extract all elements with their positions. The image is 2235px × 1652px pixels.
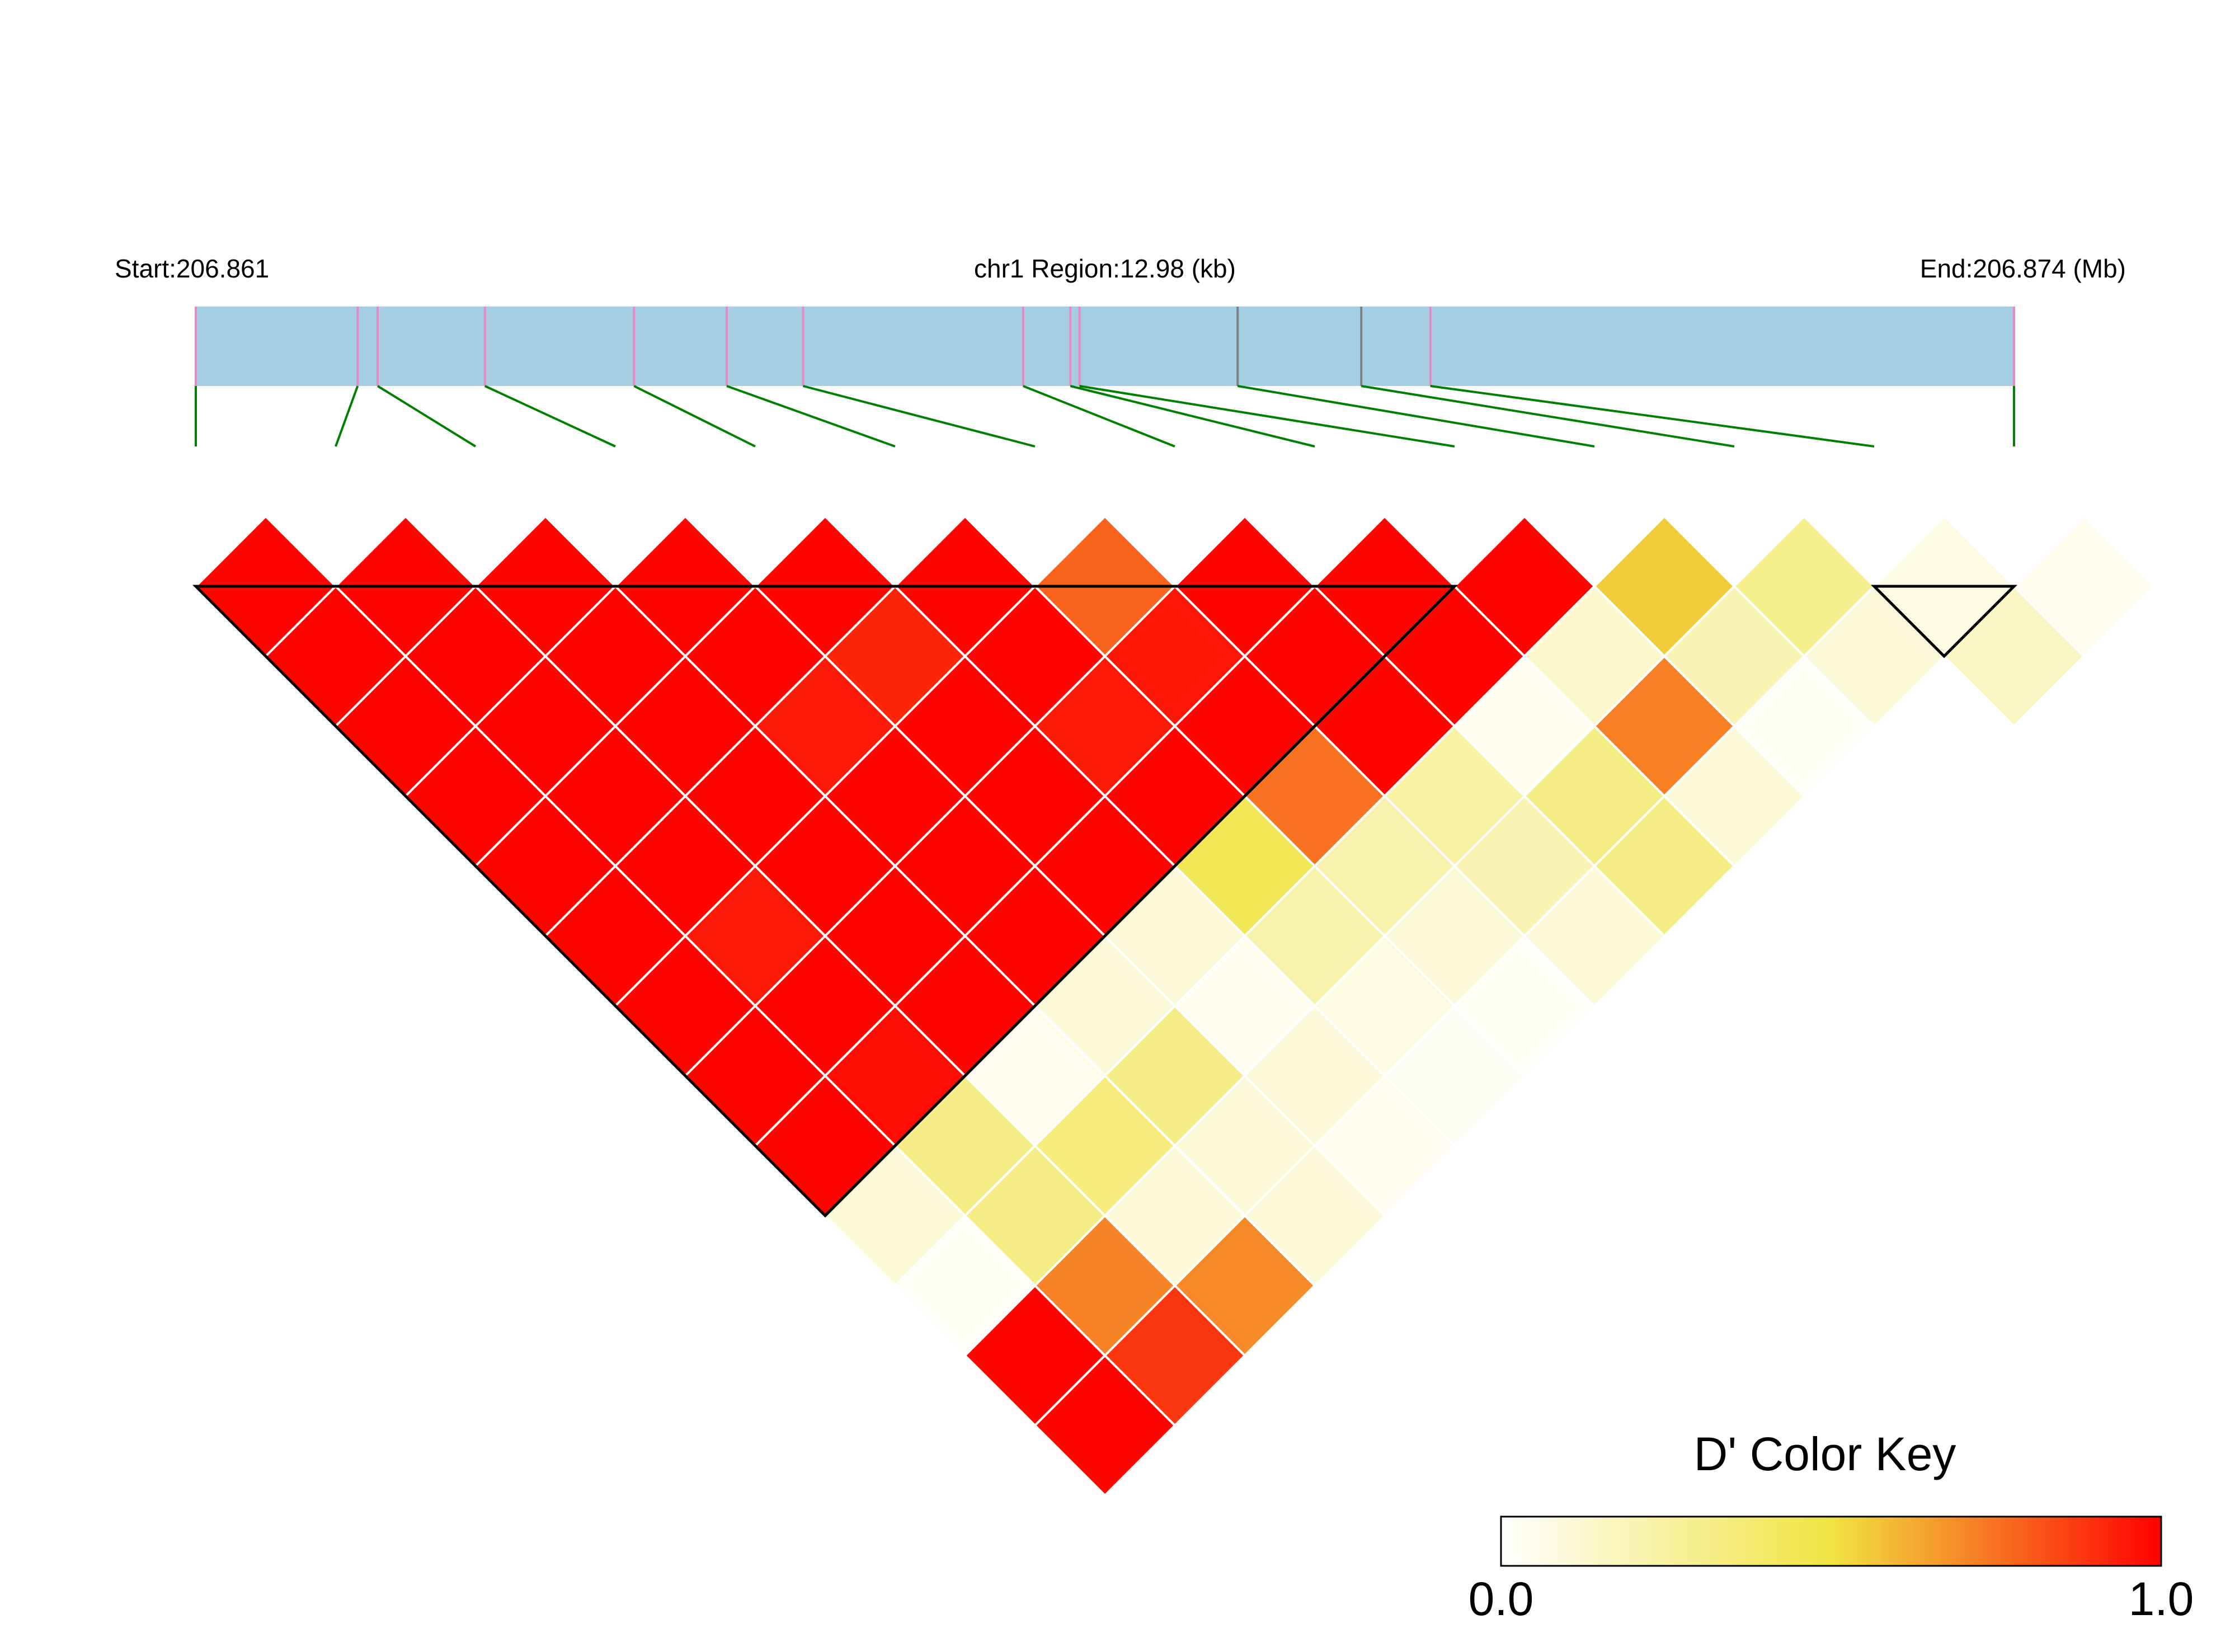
snp-connector [726,385,896,448]
snp-connector [1079,385,1455,448]
color-key: D' Color Key 0.0 1.0 [1469,1428,2194,1625]
color-key-bar [1500,1515,2162,1567]
snp-connector [1070,385,1315,448]
snp-connector [1237,385,1595,448]
region-label: chr1 Region:12.98 (kb) [974,254,1236,283]
ld-cell [2012,515,2156,658]
snp-connector-group [195,385,2015,448]
snp-connector [335,385,359,447]
snp-connector [1023,385,1175,448]
ld-cell-grid [194,515,2156,1497]
color-key-min-label: 0.0 [1469,1573,1534,1625]
snp-connector [1430,385,1875,448]
snp-tick-group [195,307,2015,386]
color-key-max-label: 1.0 [2129,1573,2194,1625]
haplotype-block-outlines [192,585,2018,1218]
color-key-title: D' Color Key [1694,1428,1956,1480]
haplotype-block-outline [1870,585,2018,658]
snp-connector [802,385,1036,448]
snp-connector [377,385,477,448]
snp-connector [633,385,756,448]
start-label: Start:206.861 [115,254,269,283]
haplotype-block-outline [192,585,1458,1218]
gene-track-bar [196,307,2014,386]
end-label: End:206.874 (Mb) [1920,254,2126,283]
snp-connector [484,385,616,448]
snp-connector [1361,385,1735,448]
